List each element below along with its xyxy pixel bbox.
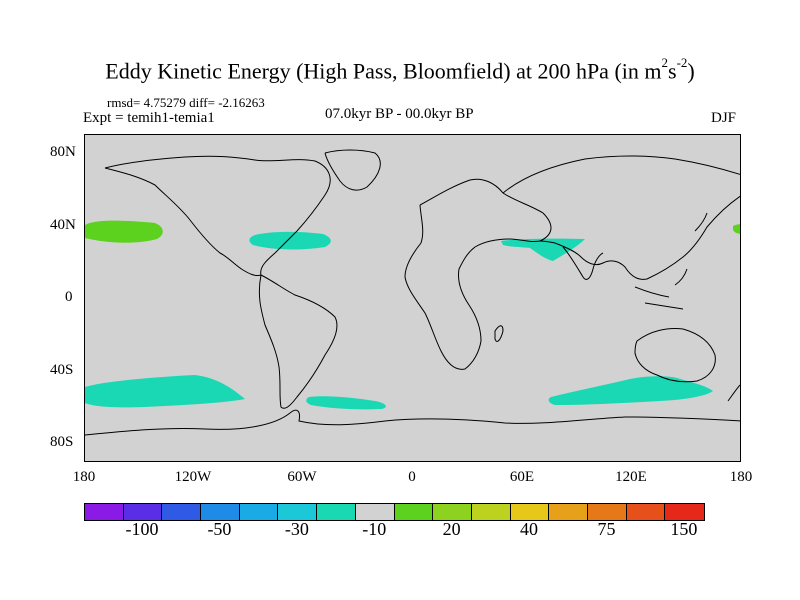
colorbar-label: 75: [597, 519, 616, 539]
coastline-layer: [85, 149, 740, 436]
lon-label-120e: 120E: [615, 469, 647, 485]
coastline-south-america: [258, 274, 338, 409]
colorbar-swatch: [239, 504, 279, 520]
colorbar-swatch: [201, 504, 240, 520]
colorbar-label: -30: [284, 519, 309, 539]
colorbar-swatch: [85, 504, 124, 520]
map-title: Eddy Kinetic Energy (High Pass, Bloomfie…: [105, 55, 695, 84]
colorbar-label: -100: [125, 519, 159, 539]
anomaly-east-edge-positive: [733, 224, 740, 234]
colorbar-label: -50: [207, 519, 232, 539]
world-map: [85, 149, 740, 436]
anomaly-layer: [85, 220, 740, 410]
colorbar-swatch: [471, 504, 511, 520]
coastline-asia: [502, 155, 740, 280]
map-panel: [84, 134, 741, 462]
coastline-japan: [694, 212, 708, 232]
lon-label-120w: 120W: [174, 469, 212, 485]
lat-label-80s: 80S: [50, 434, 74, 450]
colorbar-swatch: [626, 504, 666, 520]
colorbar-swatch: [123, 504, 163, 520]
colorbar-swatch: [549, 504, 588, 520]
stats-label: rmsd= 4.75279 diff= -2.16263: [107, 95, 265, 110]
colorbar: [84, 503, 705, 521]
colorbar-swatch: [394, 504, 434, 520]
colorbar-swatch: [278, 504, 318, 520]
coastline-new-zealand: [727, 384, 740, 402]
anomaly-western-atlantic-negative: [249, 231, 331, 250]
experiment-label: Expt = temih1-temia1: [83, 110, 215, 126]
lat-label-40s: 40S: [50, 362, 74, 378]
colorbar-swatch: [355, 504, 395, 520]
period-label: 07.0kyr BP - 00.0kyr BP: [325, 106, 474, 122]
coastline-antarctica: [85, 409, 740, 436]
lon-label-60w: 60W: [287, 469, 317, 485]
lon-label-0: 0: [408, 469, 416, 485]
colorbar-swatch: [510, 504, 550, 520]
coastline-north-america: [104, 155, 331, 276]
anomaly-south-asia-negative: [501, 238, 585, 261]
colorbar-label: 150: [670, 519, 698, 539]
lon-label-60e: 60E: [509, 469, 535, 485]
colorbar-label: -10: [362, 519, 387, 539]
coastline-australia: [634, 328, 716, 383]
colorbar-label: 40: [520, 519, 539, 539]
lat-label-80n: 80N: [50, 144, 76, 160]
coastline-madagascar: [494, 325, 504, 342]
anomaly-north-pacific-positive: [85, 220, 163, 243]
anomaly-southern-indian-negative: [548, 376, 713, 405]
colorbar-swatch: [433, 504, 472, 520]
colorbar-swatch: [162, 504, 202, 520]
season-label: DJF: [711, 110, 737, 126]
lon-label-180w: 180: [72, 469, 96, 485]
lat-label-40n: 40N: [50, 217, 76, 233]
colorbar-swatch: [587, 504, 627, 520]
anomaly-south-atlantic-negative: [306, 396, 386, 410]
anomaly-south-pacific-negative: [85, 375, 245, 408]
coastline-se-asia-islands: [634, 268, 688, 310]
coastline-greenland: [324, 149, 381, 191]
colorbar-swatch: [317, 504, 356, 520]
lon-label-180e: 180: [729, 469, 753, 485]
coastline-india: [562, 246, 604, 280]
lat-label-0: 0: [65, 289, 73, 305]
coastline-europe-africa: [404, 178, 552, 370]
colorbar-swatch: [665, 504, 704, 520]
colorbar-label: 20: [442, 519, 461, 539]
